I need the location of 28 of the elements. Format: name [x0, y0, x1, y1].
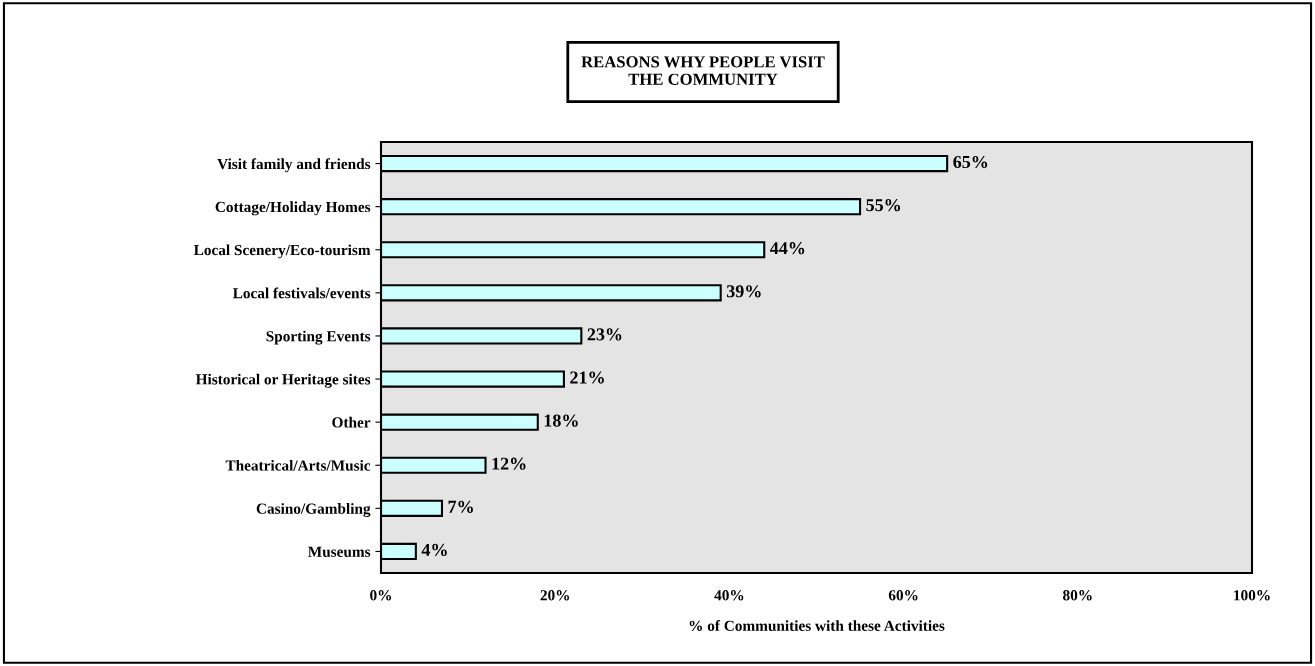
data-label: 44% — [770, 242, 805, 255]
x-tick-label: 40% — [714, 590, 744, 601]
x-tick-label: 100% — [1234, 590, 1270, 601]
data-label: 7% — [448, 500, 473, 513]
y-tick-label: Local festivals/events — [232, 287, 371, 299]
y-tick-label: Casino/Gambling — [256, 503, 371, 518]
x-tick-label: 0% — [370, 590, 392, 601]
data-label: 55% — [866, 198, 901, 212]
chart-title: REASONS WHY PEOPLE VISIT THE COMMUNITY — [581, 56, 825, 85]
x-tick-label: 20% — [540, 590, 570, 601]
data-label: 23% — [587, 328, 622, 341]
data-label: 12% — [492, 457, 526, 470]
y-tick-label: Museums — [308, 546, 371, 557]
y-tick-label: Visit family and friends — [217, 158, 371, 173]
y-tick-label: Cottage/Holiday Homes — [215, 201, 371, 216]
x-tick-label: 80% — [1063, 590, 1092, 601]
data-label: 65% — [953, 155, 988, 169]
data-label: 18% — [544, 414, 578, 427]
y-tick-label: Historical or Heritage sites — [195, 373, 371, 388]
data-label: 21% — [570, 371, 604, 384]
x-tick-label: 60% — [888, 590, 918, 601]
y-tick-label: Local Scenery/Eco-tourism — [193, 244, 371, 259]
y-tick-label: Other — [332, 416, 371, 428]
x-axis-title: % of Communities with these Activities — [689, 620, 945, 631]
y-tick-label: Theatrical/Arts/Music — [225, 459, 371, 471]
data-label: 4% — [421, 543, 447, 557]
y-tick-label: Sporting Events — [266, 330, 371, 345]
data-label: 39% — [726, 285, 761, 298]
